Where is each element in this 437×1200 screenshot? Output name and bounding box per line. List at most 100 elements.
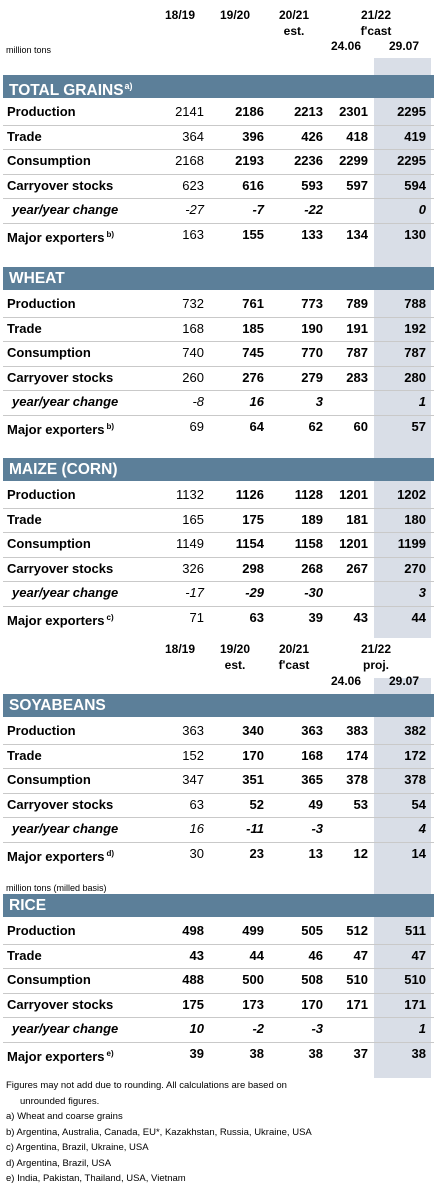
cell-value: 38 xyxy=(308,1046,323,1061)
cell-value: 47 xyxy=(353,947,368,963)
cell-value: 4 xyxy=(418,821,426,837)
table-row: Consumption 488 500 508 510 510 xyxy=(0,968,437,993)
row-label: Trade xyxy=(7,317,42,342)
cell-value: 133 xyxy=(301,227,323,242)
section-header-rice: RICE xyxy=(3,894,434,917)
cell-value: 2295 xyxy=(397,153,426,169)
row-label-text: Carryover stocks xyxy=(7,996,114,1012)
cell-value: 267 xyxy=(346,560,368,576)
row-label-text: Consumption xyxy=(7,153,91,169)
cell-value: 53 xyxy=(353,796,368,812)
row-separator xyxy=(3,817,434,819)
header-col-1920-sub: est. xyxy=(224,658,246,672)
table-row: Production 498 499 505 512 511 xyxy=(0,919,437,944)
table-row: year/year change -8 16 3 1 xyxy=(0,390,437,415)
row-separator xyxy=(3,1042,434,1043)
header-date-2907: 29.07 xyxy=(388,674,420,688)
cell-value: 185 xyxy=(242,320,264,336)
section-title: RICE xyxy=(9,897,47,914)
row-label-text: Production xyxy=(7,296,76,311)
cell-value: 62 xyxy=(308,419,323,434)
cell-value: 787 xyxy=(404,345,426,361)
row-label: Major exporters b) xyxy=(7,223,114,251)
cell-value: 298 xyxy=(242,560,264,576)
cell-value: 30 xyxy=(189,846,204,861)
row-separator xyxy=(3,792,434,794)
header-date-2907: 29.07 xyxy=(388,39,420,53)
row-footnote: b) xyxy=(106,422,115,431)
cell-value: 383 xyxy=(346,723,368,738)
cell-value: 173 xyxy=(242,996,264,1012)
table-row: Trade 165 175 189 181 180 xyxy=(0,508,437,533)
row-label-text: Production xyxy=(7,487,76,502)
header-col-2021: 20/21 xyxy=(278,8,310,22)
cell-value: 44 xyxy=(411,610,426,625)
table-row: Consumption 347 351 365 378 378 xyxy=(0,768,437,793)
cell-value: 270 xyxy=(404,560,426,576)
cell-value: 2299 xyxy=(339,153,368,169)
cell-value: 1158 xyxy=(294,536,323,552)
row-footnote: b) xyxy=(106,230,115,239)
cell-value: 508 xyxy=(301,972,323,988)
cell-value: -7 xyxy=(252,202,264,218)
cell-value: 43 xyxy=(189,947,204,963)
cell-value: 174 xyxy=(346,747,368,763)
row-separator xyxy=(3,415,434,416)
section-title-footnote: a) xyxy=(124,81,133,91)
row-separator xyxy=(3,943,434,945)
cell-value: 57 xyxy=(411,419,426,434)
row-label: Trade xyxy=(7,944,42,969)
header-col-1819: 18/19 xyxy=(164,8,196,22)
cell-value: 2186 xyxy=(235,104,264,119)
cell-value: 1201 xyxy=(339,536,368,552)
row-label-text: Trade xyxy=(7,511,42,527)
row-label: year/year change xyxy=(12,198,118,223)
header-col-1920: 19/20 xyxy=(219,642,251,656)
cell-value: 351 xyxy=(242,772,264,788)
header-col-1819: 18/19 xyxy=(164,642,196,656)
cell-value: 13 xyxy=(308,846,323,861)
cell-value: 3 xyxy=(418,585,426,601)
table-row: Consumption 740 745 770 787 787 xyxy=(0,341,437,366)
cell-value: 39 xyxy=(189,1046,204,1061)
cell-value: 1132 xyxy=(176,487,204,502)
cell-value: 505 xyxy=(301,923,323,938)
cell-value: 43 xyxy=(353,610,368,625)
section-header-total-grains: TOTAL GRAINSa) xyxy=(3,75,434,99)
cell-value: 152 xyxy=(182,747,204,763)
header-col-2021: 20/21 xyxy=(278,642,310,656)
cell-value: 789 xyxy=(346,296,368,311)
cell-value: 396 xyxy=(242,128,264,144)
row-label: Production xyxy=(7,292,76,317)
cell-value: -2 xyxy=(252,1021,264,1037)
table-row: Trade 43 44 46 47 47 xyxy=(0,944,437,969)
row-label-text: Carryover stocks xyxy=(7,560,114,576)
footnote-rounding-cont: unrounded figures. xyxy=(20,1095,100,1107)
cell-value: 163 xyxy=(182,227,204,242)
row-label: Carryover stocks xyxy=(7,793,113,818)
cell-value: 499 xyxy=(242,923,264,938)
row-separator xyxy=(3,842,434,843)
footnote-c: c) Argentina, Brazil, Ukraine, USA xyxy=(6,1142,149,1153)
cell-value: 787 xyxy=(346,345,368,361)
cell-value: -11 xyxy=(246,821,264,837)
row-label-text: year/year change xyxy=(12,1021,119,1037)
cell-value: 382 xyxy=(404,723,426,738)
row-label: Consumption xyxy=(7,532,91,557)
row-label-text: Trade xyxy=(7,128,42,144)
cell-value: 190 xyxy=(301,320,323,336)
table-row: Carryover stocks 623 616 593 597 594 xyxy=(0,174,437,199)
row-label: year/year change xyxy=(12,581,118,606)
cell-value: 510 xyxy=(404,972,426,988)
cell-value: 168 xyxy=(301,747,323,763)
cell-value: 378 xyxy=(404,772,426,788)
cell-value: 2193 xyxy=(235,153,264,169)
row-label-text: year/year change xyxy=(12,394,119,410)
cell-value: 2141 xyxy=(175,104,204,119)
table-row: Production 732 761 773 789 788 xyxy=(0,292,437,317)
cell-value: 347 xyxy=(182,772,204,788)
row-label-text: Major exporters xyxy=(7,1049,105,1064)
footnote-a: a) Wheat and coarse grains xyxy=(6,1111,123,1122)
highlight-column-top xyxy=(374,58,431,638)
unit-label: million tons xyxy=(6,45,52,55)
